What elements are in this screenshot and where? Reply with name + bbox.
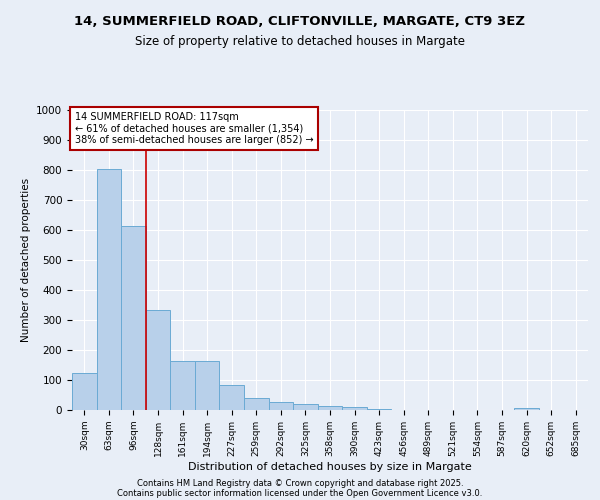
Bar — [72, 374, 97, 410]
Text: 14 SUMMERFIELD ROAD: 117sqm
← 61% of detached houses are smaller (1,354)
38% of : 14 SUMMERFIELD ROAD: 117sqm ← 61% of det… — [74, 112, 313, 144]
Bar — [367, 408, 391, 410]
Bar — [195, 361, 220, 410]
Text: 14, SUMMERFIELD ROAD, CLIFTONVILLE, MARGATE, CT9 3EZ: 14, SUMMERFIELD ROAD, CLIFTONVILLE, MARG… — [74, 15, 526, 28]
X-axis label: Distribution of detached houses by size in Margate: Distribution of detached houses by size … — [188, 462, 472, 471]
Text: Contains public sector information licensed under the Open Government Licence v3: Contains public sector information licen… — [118, 488, 482, 498]
Bar — [244, 398, 269, 410]
Bar — [220, 386, 244, 410]
Bar — [146, 310, 170, 410]
Bar — [293, 404, 318, 410]
Bar — [318, 406, 342, 410]
Bar — [97, 169, 121, 410]
Bar — [269, 402, 293, 410]
Bar — [514, 408, 539, 410]
Bar — [121, 226, 146, 410]
Text: Contains HM Land Registry data © Crown copyright and database right 2025.: Contains HM Land Registry data © Crown c… — [137, 478, 463, 488]
Bar — [342, 407, 367, 410]
Bar — [170, 361, 195, 410]
Y-axis label: Number of detached properties: Number of detached properties — [20, 178, 31, 342]
Text: Size of property relative to detached houses in Margate: Size of property relative to detached ho… — [135, 35, 465, 48]
